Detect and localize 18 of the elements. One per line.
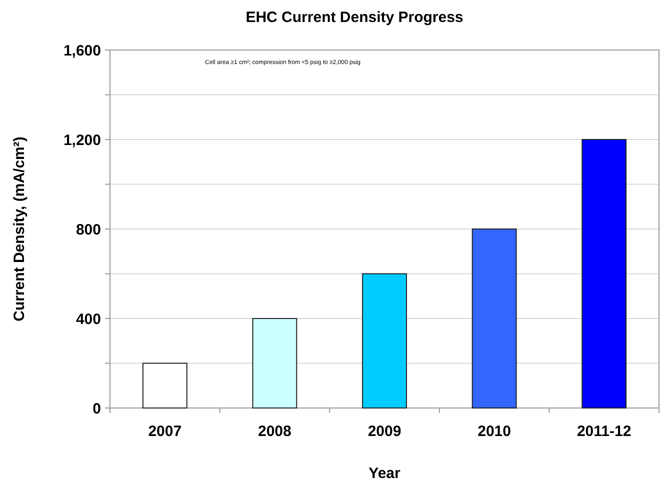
x-tick-label: 2010: [478, 423, 511, 440]
x-tick-label: 2009: [368, 423, 402, 440]
bar: [362, 273, 407, 408]
x-tick-label: 2011-12: [576, 423, 632, 440]
y-tick-label: 400: [76, 310, 101, 328]
x-tick-label: 2008: [258, 423, 292, 440]
bar: [142, 362, 188, 408]
y-tick-label: 1,600: [63, 42, 101, 60]
bar: [582, 139, 627, 408]
bar: [472, 228, 517, 408]
x-tick-label: 2007: [148, 423, 182, 440]
y-axis-title: Current Density, (mA/cm²): [11, 136, 28, 322]
x-axis-title: Year: [368, 465, 401, 482]
y-tick-label: 0: [92, 400, 101, 418]
y-tick-label: 1,200: [63, 132, 101, 149]
y-tick-label: 800: [76, 221, 101, 238]
bar: [252, 318, 298, 408]
chart-title: EHC Current Density Progress: [246, 9, 464, 26]
